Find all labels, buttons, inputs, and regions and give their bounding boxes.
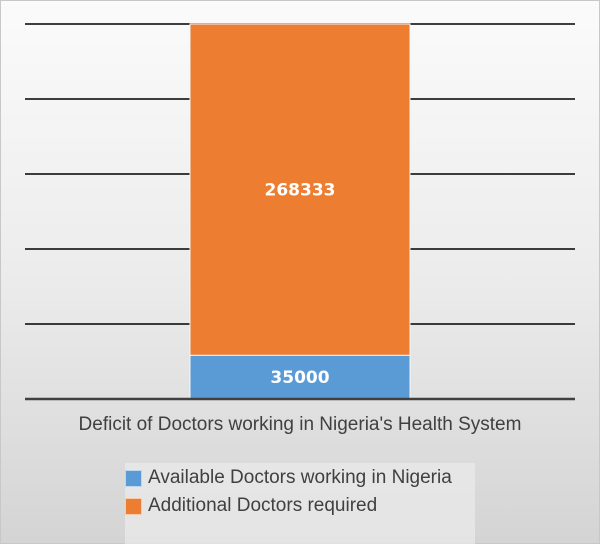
legend-swatch-additional: [125, 497, 142, 515]
legend-label-additional: Additional Doctors required: [148, 495, 378, 516]
legend: Available Doctors working in Nigeria Add…: [125, 463, 475, 544]
legend-item-available: Available Doctors working in Nigeria: [125, 467, 452, 489]
legend-item-additional: Additional Doctors required: [125, 495, 377, 517]
data-label: 35000: [270, 368, 329, 388]
chart-title: Deficit of Doctors working in Nigeria's …: [78, 414, 522, 435]
legend-label-available: Available Doctors working in Nigeria: [148, 467, 452, 488]
data-label: 268333: [265, 181, 336, 201]
legend-swatch-available: [125, 469, 142, 487]
bar-segment-additional: [189, 23, 411, 356]
